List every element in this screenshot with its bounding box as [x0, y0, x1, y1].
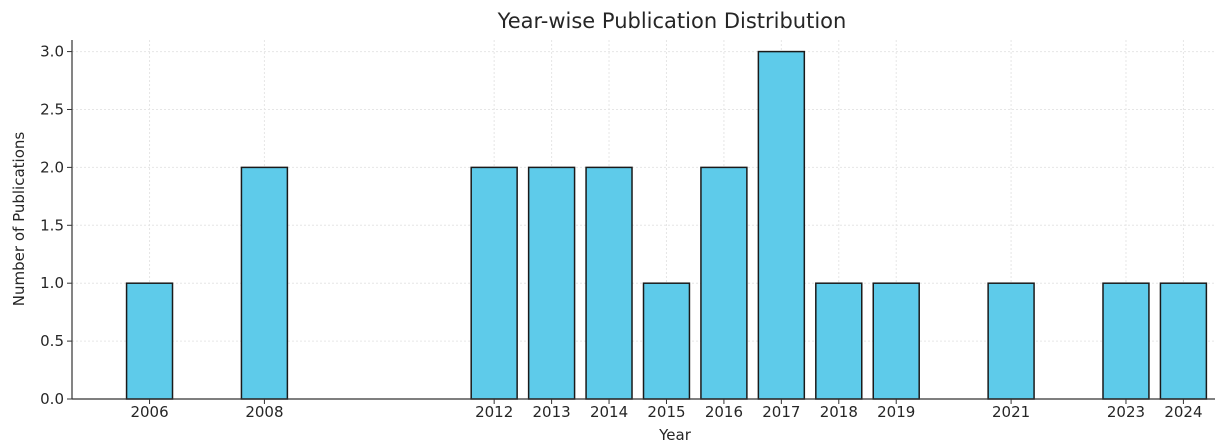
bars: [125, 50, 1208, 400]
y-tick-label: 0.0: [40, 390, 64, 408]
x-tick-label-2019: 2019: [877, 403, 915, 421]
x-tick-label-2012: 2012: [475, 403, 513, 421]
bar-2017: [757, 50, 806, 400]
y-axis-label: Number of Publications: [10, 132, 28, 307]
bar-2013: [527, 166, 576, 400]
x-axis-label: Year: [658, 426, 692, 444]
bar-2024: [1159, 282, 1208, 400]
y-tick-labels: 0.0 0.5 1.0 1.5 2.0 2.5 3.0: [40, 43, 72, 408]
x-tick-label-2013: 2013: [533, 403, 571, 421]
x-tick-label-2008: 2008: [245, 403, 283, 421]
bar-2015: [642, 282, 691, 400]
chart-title: Year-wise Publication Distribution: [497, 9, 847, 33]
y-tick-label: 2.5: [40, 100, 64, 118]
x-tick-label-2014: 2014: [590, 403, 628, 421]
x-tick-label-2018: 2018: [820, 403, 858, 421]
x-tick-label-2024: 2024: [1164, 403, 1202, 421]
bar-2019: [872, 282, 920, 400]
y-tick-label: 2.0: [40, 158, 64, 176]
y-tick-label: 3.0: [40, 43, 64, 61]
bar-2021: [987, 282, 1035, 400]
bar-2006: [125, 282, 174, 400]
y-tick-label: 1.0: [40, 274, 64, 292]
bar-2014: [585, 166, 633, 400]
x-tick-label-2016: 2016: [705, 403, 743, 421]
y-tick-label: 1.5: [40, 216, 64, 234]
x-tick-label-2021: 2021: [992, 403, 1030, 421]
bar-2008: [240, 166, 289, 400]
axes: [71, 40, 1215, 400]
y-tick-label: 0.5: [40, 332, 64, 350]
x-tick-labels: 2006 2008 2012 2013 2014 2015 2016 2017 2018 2019…: [130, 399, 1203, 421]
x-tick-label-2017: 2017: [762, 403, 800, 421]
x-tick-label-2023: 2023: [1107, 403, 1145, 421]
bar-2023: [1102, 282, 1150, 400]
bar-2018: [815, 282, 863, 400]
bar-2012: [470, 166, 518, 400]
x-tick-label-2015: 2015: [647, 403, 685, 421]
x-tick-label-2006: 2006: [130, 403, 168, 421]
bar-2016: [700, 166, 748, 400]
